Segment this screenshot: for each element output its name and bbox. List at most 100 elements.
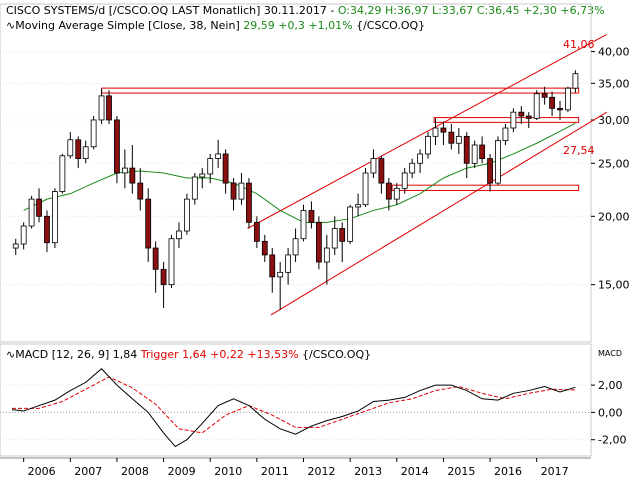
macd-tick-label: -2,00 xyxy=(598,434,626,447)
resistance-label: 41,06 xyxy=(563,38,595,51)
support-label: 27,54 xyxy=(563,144,595,157)
candle xyxy=(533,90,540,120)
candle xyxy=(183,193,190,235)
candle-body xyxy=(261,240,268,256)
candle xyxy=(106,90,112,124)
candle-body xyxy=(518,111,525,117)
candle xyxy=(572,70,579,93)
candle xyxy=(261,234,268,263)
candle xyxy=(269,248,276,293)
candle xyxy=(401,168,408,194)
candle xyxy=(67,132,74,159)
candle xyxy=(292,228,299,263)
candle xyxy=(331,216,338,255)
candle-body xyxy=(12,243,19,249)
x-tick-label: 2012 xyxy=(307,465,335,478)
candle-body xyxy=(378,158,385,184)
candle xyxy=(471,140,478,169)
candle-body xyxy=(409,162,416,174)
macd-grid xyxy=(0,384,591,441)
candle-body xyxy=(549,96,555,109)
candle-body xyxy=(331,228,338,249)
candle xyxy=(495,136,501,186)
candle-body xyxy=(98,95,105,121)
ma-legend-icon: ∿ xyxy=(6,19,15,32)
candle-body xyxy=(168,238,175,286)
candle-body xyxy=(300,210,307,240)
candle xyxy=(98,88,105,124)
price-tick-label: 20,00 xyxy=(598,210,630,223)
candle-body xyxy=(533,93,540,119)
candle-body xyxy=(129,167,136,184)
header-line1: CISCO SYSTEMS/d [/CSCO.OQ LAST Monatlich… xyxy=(6,4,605,17)
candle-body xyxy=(565,87,571,111)
header-line2-suffix: {/CSCO.OQ} xyxy=(353,19,426,32)
x-tick-label: 2017 xyxy=(541,465,569,478)
candle-body xyxy=(222,153,229,184)
candle-body xyxy=(479,144,486,159)
candle-body xyxy=(370,158,377,174)
candle-body xyxy=(502,127,509,142)
candle-body xyxy=(59,155,66,192)
candle xyxy=(385,177,392,211)
candle xyxy=(565,86,571,113)
candle-body xyxy=(82,146,89,159)
x-axis: 2006 2007 2008 2009 2010 2011 2012 2013 2014 2015… xyxy=(23,458,569,478)
candle-body xyxy=(572,73,579,89)
candle-body xyxy=(471,144,478,164)
candle-body xyxy=(308,210,315,223)
candle xyxy=(176,222,182,249)
candle xyxy=(510,108,517,133)
candle xyxy=(440,121,447,145)
candle xyxy=(199,168,206,189)
x-tick-label: 2016 xyxy=(494,465,522,478)
candle xyxy=(308,201,315,229)
candle xyxy=(448,123,455,150)
candle xyxy=(191,172,198,205)
candle-body xyxy=(215,153,222,159)
candle xyxy=(215,139,222,169)
trend-channel xyxy=(247,33,607,316)
candle-body xyxy=(145,198,152,249)
x-tick-label: 2007 xyxy=(74,465,102,478)
candle xyxy=(463,132,470,178)
candle-body xyxy=(393,187,400,200)
candle-body xyxy=(28,198,35,227)
candle-body xyxy=(417,153,423,164)
x-tick-label: 2009 xyxy=(168,465,196,478)
candle-body xyxy=(285,254,292,273)
candle xyxy=(378,155,385,194)
candle-body xyxy=(425,135,431,155)
candle xyxy=(479,136,486,164)
candle xyxy=(230,177,237,211)
candle xyxy=(137,168,144,211)
candle xyxy=(323,234,330,285)
x-tick-label: 2010 xyxy=(214,465,242,478)
candle xyxy=(114,116,120,184)
trend-line-upper xyxy=(247,33,607,229)
price-tick-label: 15,00 xyxy=(598,279,630,292)
candle xyxy=(355,193,361,217)
candle-body xyxy=(292,238,299,256)
macd-legend-icon: ∿ xyxy=(6,348,15,361)
candle-body xyxy=(557,107,563,111)
candle xyxy=(300,204,307,242)
candle-body xyxy=(199,173,206,178)
candle xyxy=(246,177,252,229)
candle-body xyxy=(36,198,42,217)
candle-body xyxy=(75,139,82,159)
candle-body xyxy=(253,221,260,242)
candle-body xyxy=(440,127,447,133)
macd-tick-label: 2,00 xyxy=(598,379,623,392)
candle-body xyxy=(52,191,58,244)
macd-header: ∿MACD [12, 26, 9] 1,84 Trigger 1,64 +0,2… xyxy=(6,348,371,361)
macd-lines xyxy=(11,368,576,448)
candle xyxy=(285,248,292,285)
candle-body xyxy=(385,182,392,200)
candle xyxy=(549,91,555,117)
candle-body xyxy=(448,131,455,144)
candle xyxy=(347,204,354,245)
candle-body xyxy=(137,182,144,200)
candle-body xyxy=(67,139,74,157)
